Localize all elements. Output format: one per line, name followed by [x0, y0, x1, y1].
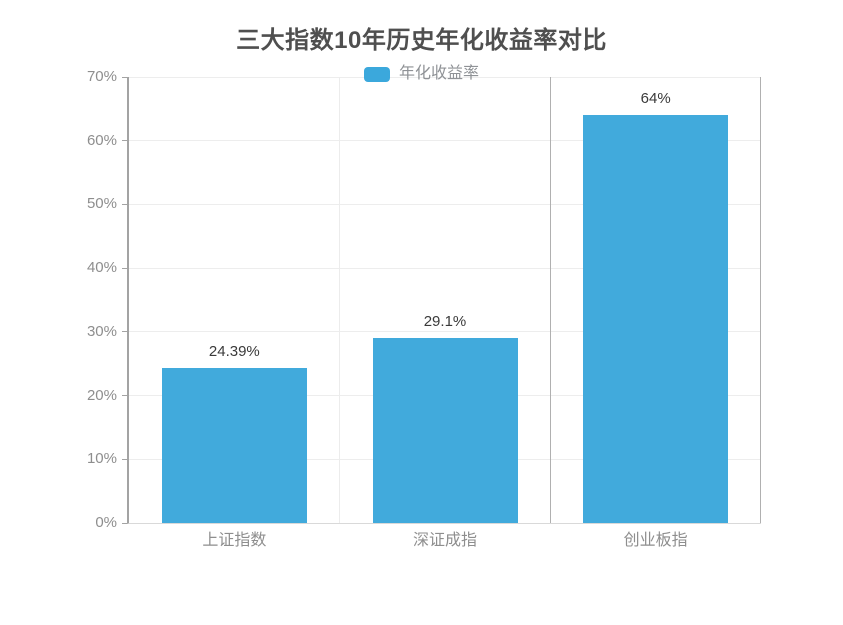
axis-tick [122, 458, 127, 460]
gridline [129, 331, 761, 333]
y-tick-label: 20% [86, 386, 117, 404]
axis-tick [122, 395, 127, 397]
plot-area: 0% 10% 20% 30% 40% 50% 60% 70% 24.39% 上证指数 29.1% 深证… [87, 68, 761, 549]
axis-tick [122, 331, 127, 333]
y-tick-label: 40% [86, 259, 117, 277]
axis-tick [122, 76, 127, 78]
legend-label: 年化收益率 [398, 65, 479, 82]
x-tick-label: 创业板指 [623, 532, 688, 549]
category-separator [339, 77, 341, 523]
y-tick-label: 30% [86, 322, 117, 340]
gridline [129, 140, 761, 142]
axis-tick [122, 267, 127, 269]
y-tick-label: 50% [86, 195, 117, 213]
legend-swatch-icon [363, 66, 390, 82]
plot-right-border [760, 77, 761, 523]
y-tick-label: 60% [86, 131, 117, 149]
bar-value-label: 24.39% [208, 343, 260, 360]
category-separator [549, 77, 551, 523]
axis-tick [122, 522, 127, 524]
axis-tick [122, 203, 127, 205]
bar[interactable] [372, 338, 518, 523]
legend[interactable]: 年化收益率 [0, 64, 843, 84]
y-tick-label: 10% [86, 450, 117, 468]
gridline [129, 267, 761, 269]
gridline [129, 76, 761, 78]
bar[interactable] [583, 115, 729, 523]
gridline [129, 203, 761, 205]
bar-value-label: 29.1% [423, 313, 467, 330]
y-tick-label: 0% [95, 514, 117, 531]
bar[interactable] [161, 368, 307, 523]
bar-value-label: 64% [640, 90, 671, 107]
y-tick-label: 70% [86, 68, 117, 85]
axis-tick [122, 140, 127, 142]
x-tick-label: 深证成指 [412, 532, 477, 549]
chart-title: 三大指数10年历史年化收益率对比 [236, 27, 607, 54]
x-tick-label: 上证指数 [202, 532, 267, 549]
